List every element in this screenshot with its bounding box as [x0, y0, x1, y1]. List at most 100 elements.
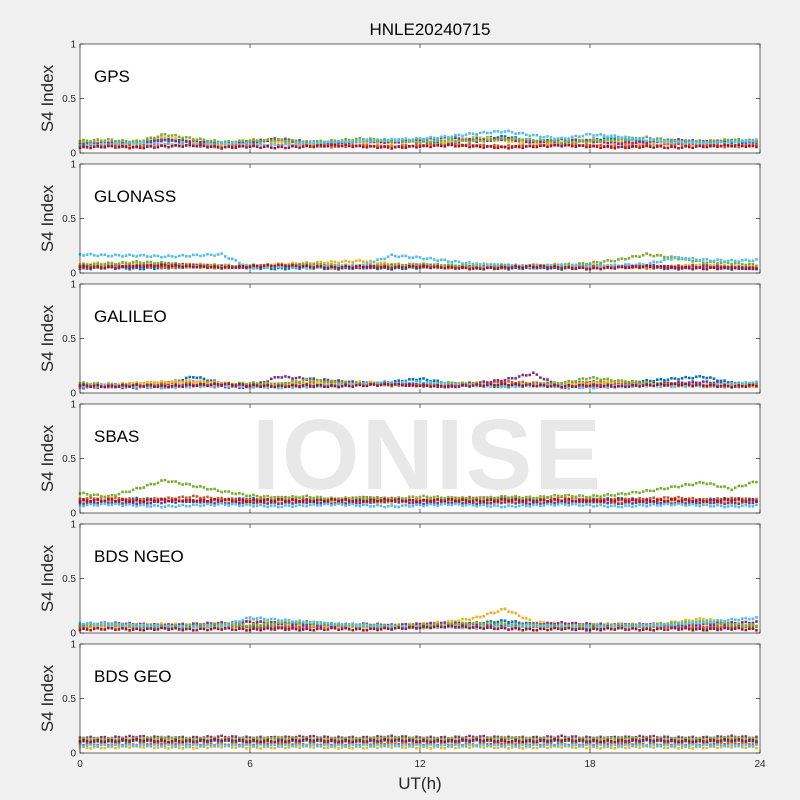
data-point — [227, 265, 231, 268]
data-point — [174, 261, 177, 265]
data-point — [454, 265, 457, 268]
data-point — [291, 138, 294, 142]
data-point — [546, 135, 549, 138]
data-point — [517, 145, 521, 149]
data-point — [755, 497, 758, 501]
data-point — [723, 379, 726, 382]
data-point — [698, 144, 702, 148]
data-point — [287, 385, 291, 388]
data-point — [514, 137, 517, 140]
data-point — [496, 144, 500, 148]
data-point — [691, 139, 695, 142]
data-point — [312, 145, 316, 149]
data-point — [560, 267, 563, 270]
data-point — [737, 143, 741, 147]
data-point — [128, 146, 131, 150]
data-point — [107, 254, 110, 258]
data-point — [238, 491, 241, 495]
data-point — [330, 502, 333, 506]
data-point — [411, 495, 415, 499]
data-point — [358, 266, 362, 270]
data-point — [546, 381, 549, 385]
data-point — [521, 139, 525, 142]
data-point — [202, 377, 206, 381]
data-point — [181, 136, 185, 140]
data-point — [294, 497, 298, 500]
data-point — [627, 266, 631, 269]
data-point — [631, 264, 634, 268]
data-point — [542, 135, 546, 139]
data-point — [652, 379, 656, 383]
data-point — [702, 380, 705, 383]
data-point — [581, 144, 585, 147]
data-point — [156, 139, 160, 142]
data-point — [578, 386, 581, 390]
data-point — [549, 501, 553, 504]
data-point — [755, 258, 758, 261]
data-point — [135, 259, 138, 263]
data-point — [362, 265, 365, 269]
data-point — [142, 143, 146, 147]
data-point — [687, 266, 691, 270]
data-point — [216, 146, 220, 149]
data-point — [680, 501, 684, 505]
data-point — [362, 382, 365, 386]
data-point — [145, 502, 149, 505]
data-point — [323, 140, 326, 144]
data-point — [716, 258, 719, 262]
data-point — [464, 139, 468, 142]
data-point — [245, 494, 248, 498]
data-point — [496, 263, 500, 266]
data-point — [291, 379, 294, 383]
data-point — [485, 138, 489, 142]
data-point — [613, 380, 617, 383]
data-point — [351, 385, 355, 388]
data-point — [606, 382, 610, 385]
data-point — [163, 136, 167, 139]
data-point — [252, 383, 255, 386]
data-point — [326, 144, 330, 148]
data-point — [478, 137, 482, 141]
data-point — [716, 264, 719, 268]
data-point — [184, 379, 188, 383]
data-point — [206, 384, 209, 387]
data-point — [638, 383, 641, 387]
data-point — [443, 266, 447, 270]
data-point — [142, 141, 146, 145]
data-point — [170, 137, 174, 141]
data-point — [439, 264, 443, 267]
data-point — [733, 384, 737, 388]
data-point — [432, 263, 436, 266]
data-point — [450, 135, 454, 139]
data-point — [450, 143, 454, 147]
data-point — [670, 499, 673, 503]
data-point — [149, 140, 153, 144]
data-point — [163, 138, 167, 142]
data-point — [269, 383, 273, 386]
data-point — [315, 382, 319, 385]
data-point — [475, 138, 478, 142]
data-point — [238, 266, 241, 270]
data-point — [411, 256, 415, 260]
data-point — [103, 145, 107, 149]
data-point — [234, 497, 238, 501]
data-point — [503, 385, 507, 389]
data-point — [539, 376, 542, 379]
data-point — [199, 254, 202, 258]
data-point — [142, 382, 146, 385]
data-point — [468, 132, 471, 135]
data-point — [184, 264, 188, 268]
data-point — [294, 380, 298, 383]
data-point — [160, 479, 163, 482]
data-point — [457, 267, 461, 270]
data-point — [206, 379, 209, 383]
data-point — [719, 501, 723, 504]
data-point — [170, 384, 174, 388]
data-point — [684, 139, 687, 142]
data-point — [160, 384, 163, 387]
data-point — [96, 493, 100, 496]
data-point — [192, 265, 195, 269]
data-point — [677, 378, 680, 381]
data-point — [702, 145, 705, 149]
data-point — [238, 385, 241, 389]
